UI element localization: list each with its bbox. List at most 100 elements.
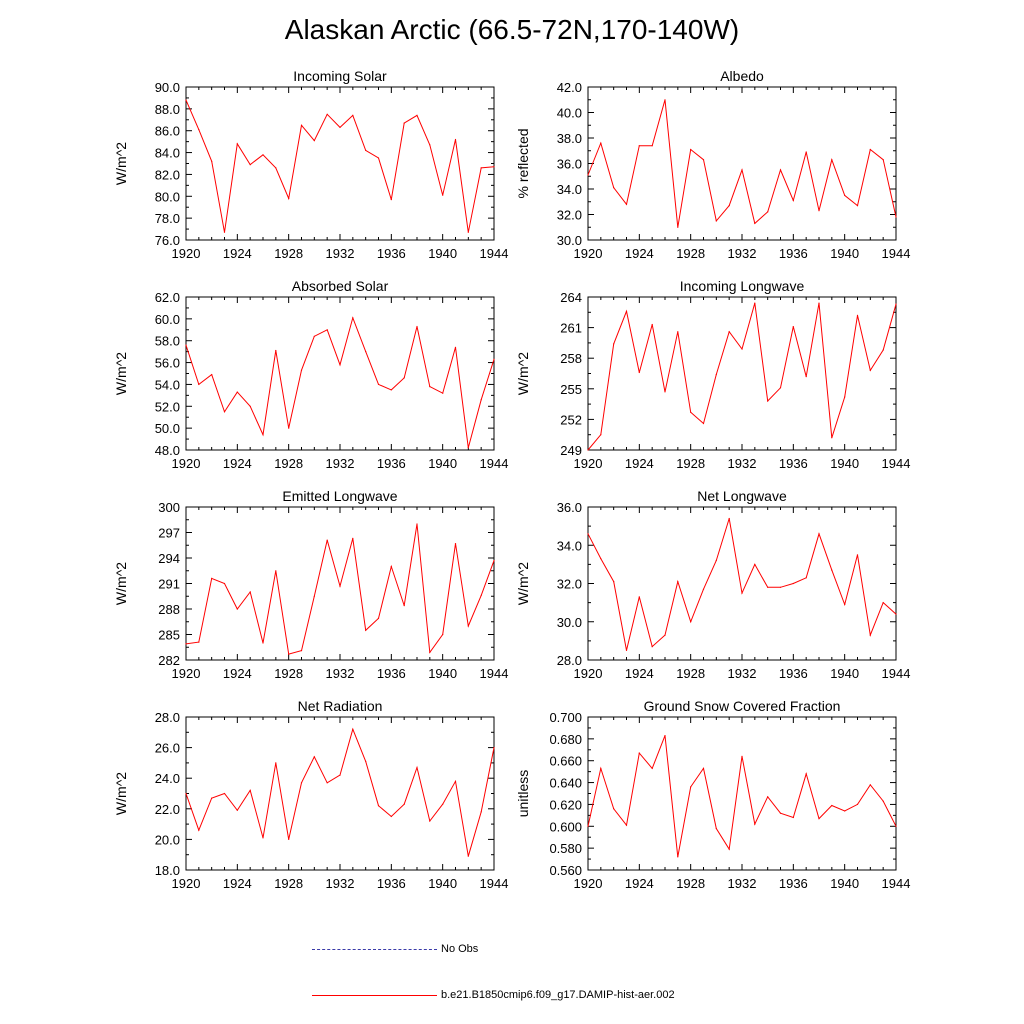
data-point bbox=[754, 563, 756, 566]
data-point bbox=[856, 803, 859, 806]
data-point bbox=[587, 449, 589, 451]
x-tick-label: 1940 bbox=[830, 876, 859, 891]
data-point bbox=[493, 358, 495, 360]
x-tick-label: 1944 bbox=[882, 666, 911, 681]
data-point bbox=[741, 755, 743, 757]
x-tick-label: 1932 bbox=[326, 666, 355, 681]
data-point bbox=[429, 144, 431, 146]
data-point bbox=[702, 588, 705, 590]
data-point bbox=[613, 187, 615, 189]
y-axis-label: W/m^2 bbox=[113, 562, 129, 605]
data-point bbox=[377, 805, 380, 807]
data-point bbox=[313, 595, 315, 597]
data-point bbox=[429, 386, 431, 388]
data-point bbox=[587, 174, 589, 176]
y-tick-label: 255 bbox=[560, 382, 582, 397]
data-point bbox=[741, 592, 743, 594]
data-point bbox=[390, 565, 392, 568]
chart-panel: Ground Snow Covered Fraction unitless 1920… bbox=[515, 698, 910, 891]
x-tick-label: 1936 bbox=[377, 246, 406, 261]
y-tick-label: 0.640 bbox=[549, 776, 582, 791]
x-tick-label: 1924 bbox=[223, 456, 252, 471]
y-axis-label: unitless bbox=[515, 770, 531, 817]
y-tick-label: 50.0 bbox=[155, 421, 180, 436]
series-line bbox=[587, 99, 897, 228]
data-point bbox=[754, 823, 756, 825]
data-point bbox=[403, 605, 405, 607]
y-tick-label: 249 bbox=[560, 443, 582, 458]
data-point bbox=[869, 369, 871, 371]
data-point bbox=[625, 824, 628, 826]
y-tick-label: 28.0 bbox=[155, 710, 180, 725]
chart-panel: Incoming Longwave W/m^2 1920 1924 1928 1932 19… bbox=[515, 278, 910, 471]
plot-frame bbox=[587, 86, 897, 241]
data-point bbox=[677, 331, 679, 333]
chart-title: Net Longwave bbox=[697, 488, 787, 504]
data-point bbox=[805, 577, 807, 579]
data-point bbox=[856, 205, 859, 207]
y-tick-label: 78.0 bbox=[155, 211, 180, 226]
x-tick-label: 1924 bbox=[625, 456, 654, 471]
data-point bbox=[454, 780, 457, 782]
data-point bbox=[339, 774, 341, 776]
data-point bbox=[779, 169, 782, 171]
data-point bbox=[741, 169, 743, 171]
x-tick-label: 1920 bbox=[172, 246, 201, 261]
y-tick-label: 0.600 bbox=[549, 819, 582, 834]
data-point bbox=[454, 543, 457, 545]
data-point bbox=[690, 786, 692, 788]
data-point bbox=[288, 427, 290, 429]
data-point bbox=[467, 231, 469, 233]
y-tick-label: 52.0 bbox=[155, 399, 180, 414]
plot-frame bbox=[587, 296, 897, 451]
data-point bbox=[702, 422, 705, 425]
y-tick-label: 32.0 bbox=[557, 577, 582, 592]
data-point bbox=[869, 148, 871, 151]
y-axis-label: % reflected bbox=[515, 128, 531, 198]
data-point bbox=[429, 820, 431, 822]
x-tick-label: 1940 bbox=[428, 666, 457, 681]
data-point bbox=[728, 517, 730, 520]
data-point bbox=[326, 329, 328, 331]
x-tick-label: 1936 bbox=[377, 456, 406, 471]
x-tick-label: 1932 bbox=[326, 876, 355, 891]
x-tick-label: 1936 bbox=[779, 456, 808, 471]
x-tick-label: 1924 bbox=[625, 666, 654, 681]
y-tick-label: 48.0 bbox=[155, 443, 180, 458]
data-point bbox=[869, 634, 871, 636]
data-point bbox=[638, 371, 640, 374]
data-point bbox=[856, 554, 859, 556]
data-point bbox=[262, 154, 264, 156]
x-tick-label: 1944 bbox=[480, 666, 509, 681]
data-point bbox=[300, 650, 303, 652]
data-point bbox=[754, 302, 756, 304]
data-point bbox=[805, 773, 807, 775]
data-point bbox=[185, 792, 187, 795]
x-tick-label: 1920 bbox=[172, 666, 201, 681]
data-point bbox=[818, 210, 820, 212]
chart-title: Net Radiation bbox=[298, 698, 383, 714]
x-tick-label: 1936 bbox=[779, 246, 808, 261]
data-point bbox=[728, 205, 730, 207]
data-point bbox=[856, 314, 859, 316]
data-point bbox=[403, 122, 405, 124]
x-tick-label: 1936 bbox=[377, 876, 406, 891]
data-point bbox=[198, 383, 200, 385]
data-point bbox=[339, 585, 341, 587]
data-point bbox=[365, 629, 367, 631]
x-tick-label: 1928 bbox=[274, 456, 303, 471]
data-point bbox=[223, 582, 226, 585]
x-tick-label: 1928 bbox=[676, 456, 705, 471]
plot-frame bbox=[587, 716, 897, 871]
y-tick-label: 88.0 bbox=[155, 102, 180, 117]
y-tick-label: 24.0 bbox=[155, 771, 180, 786]
data-point bbox=[677, 581, 679, 583]
x-tick-label: 1928 bbox=[274, 666, 303, 681]
data-point bbox=[844, 810, 846, 812]
y-tick-label: 297 bbox=[158, 526, 180, 541]
chart-title: Ground Snow Covered Fraction bbox=[644, 698, 841, 714]
data-point bbox=[480, 167, 482, 169]
chart-panel: Emitted Longwave W/m^2 1920 1924 1928 1932 193… bbox=[113, 488, 508, 681]
y-tick-label: 0.700 bbox=[549, 710, 582, 725]
data-point bbox=[262, 837, 264, 839]
